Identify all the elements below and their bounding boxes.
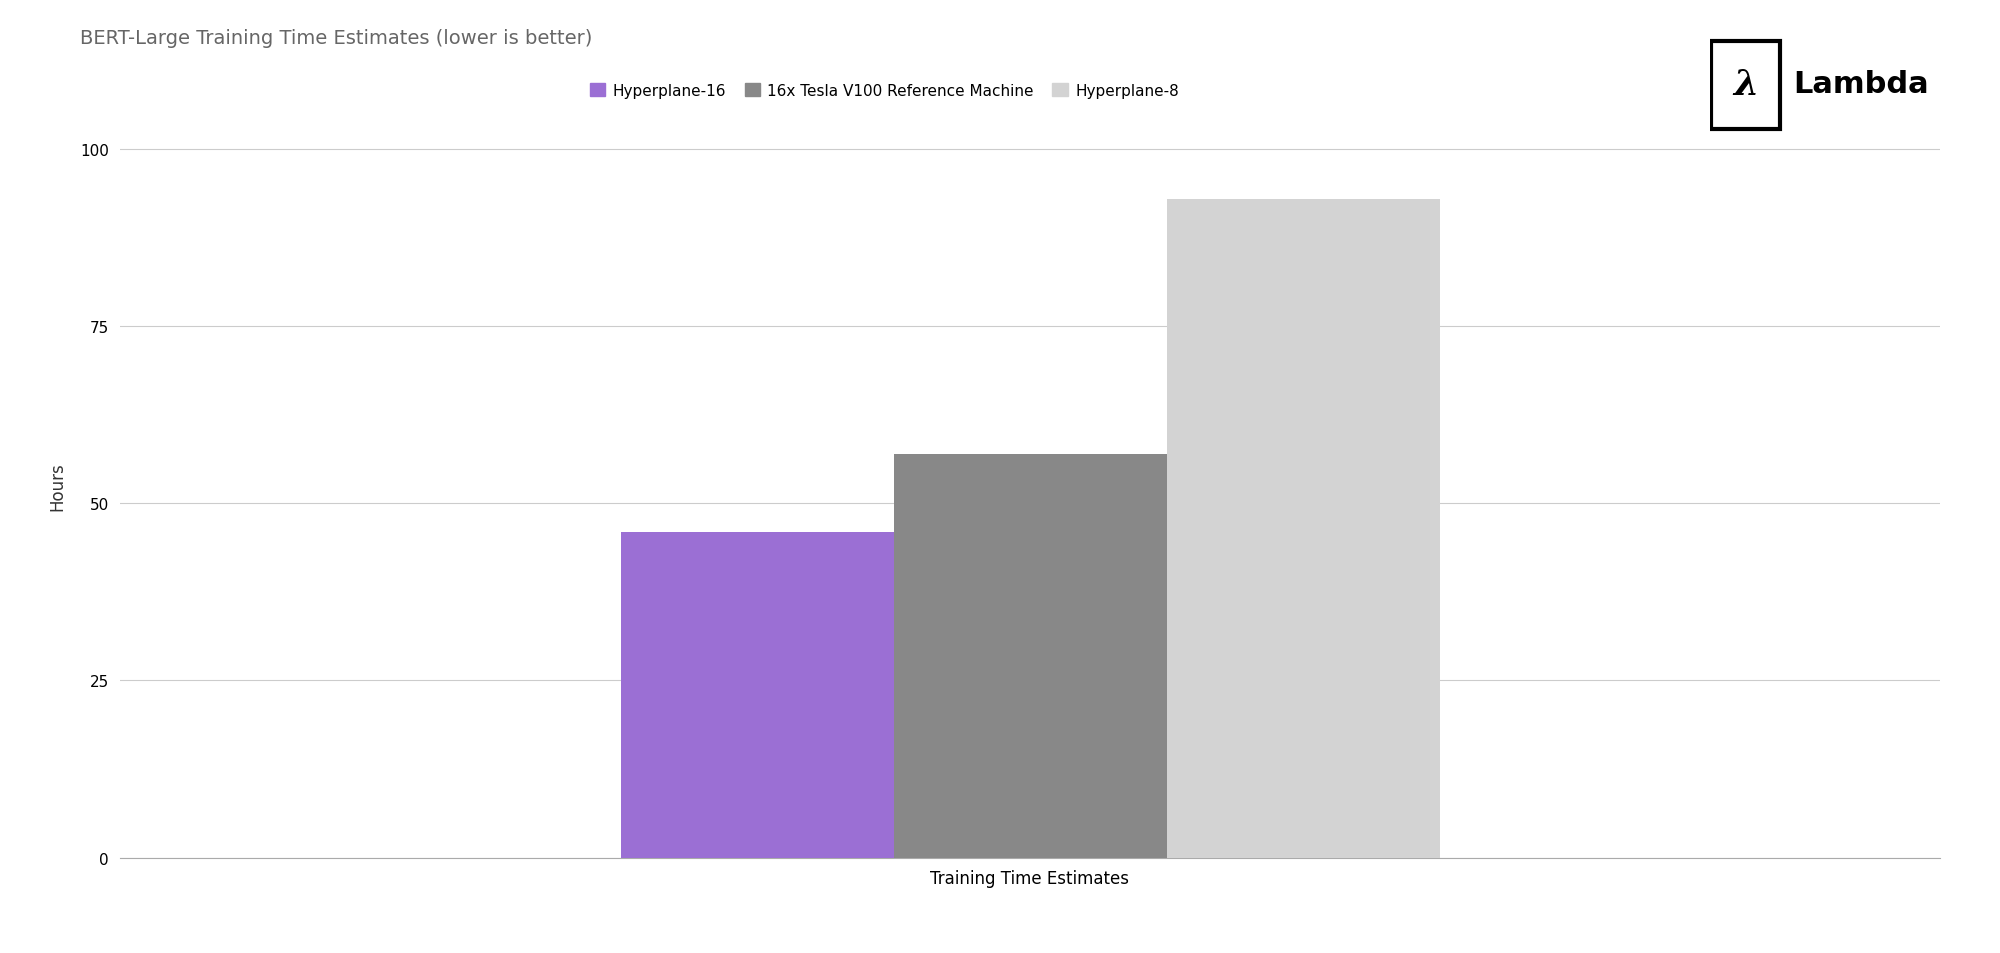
Bar [620, 532, 894, 858]
Y-axis label: Hours: Hours [48, 461, 66, 511]
Text: BERT-Large Training Time Estimates (lower is better): BERT-Large Training Time Estimates (lowe… [80, 29, 592, 48]
Text: λ: λ [1732, 68, 1758, 102]
Bar [894, 455, 1166, 858]
Bar [1166, 199, 1440, 858]
FancyBboxPatch shape [1712, 42, 1780, 130]
Legend: Hyperplane-16, 16x Tesla V100 Reference Machine, Hyperplane-8: Hyperplane-16, 16x Tesla V100 Reference … [584, 77, 1186, 105]
Text: Lambda: Lambda [1792, 71, 1928, 99]
